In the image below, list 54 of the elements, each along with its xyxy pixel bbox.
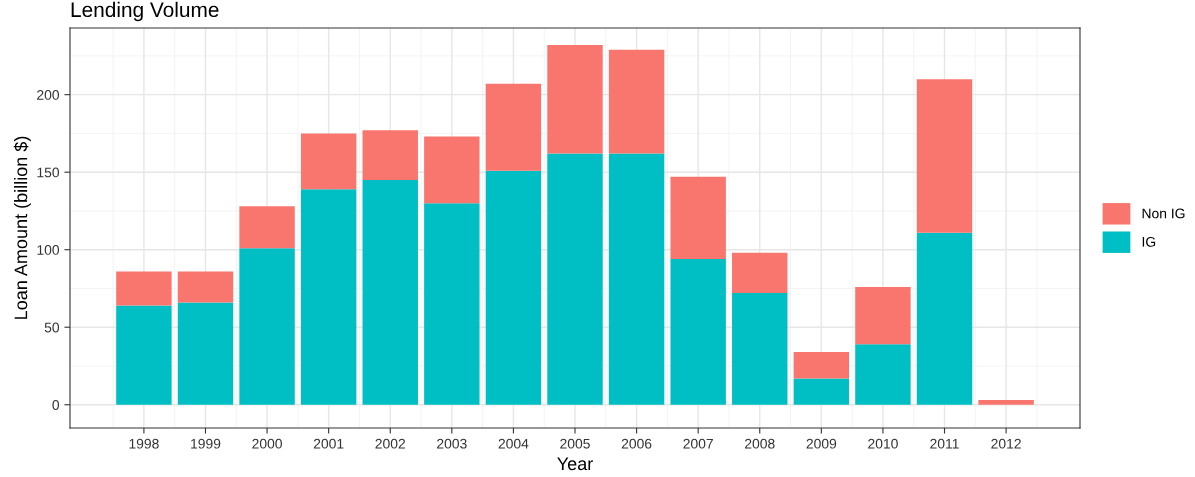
bar — [732, 252, 788, 294]
x-tick-label: 2002 — [375, 438, 405, 449]
x-tick-label: 1998 — [129, 438, 159, 449]
bar — [793, 378, 850, 405]
bar — [916, 232, 973, 405]
bar — [239, 248, 295, 405]
bar — [916, 79, 973, 233]
bar — [116, 305, 172, 405]
bar — [300, 133, 357, 190]
bar — [362, 130, 418, 180]
x-tick-label: 2005 — [560, 438, 590, 449]
bar — [300, 189, 357, 405]
bar — [732, 293, 788, 405]
x-tick-label: 2011 — [930, 438, 959, 449]
y-tick-label: 50 — [44, 322, 60, 333]
bar — [608, 153, 665, 405]
legend-label: IG — [1142, 236, 1156, 247]
x-tick-label: 2004 — [498, 438, 529, 449]
x-tick-label: 2000 — [252, 438, 282, 449]
bar — [116, 271, 172, 306]
bar — [485, 83, 542, 171]
chart-title: Lending Volume — [71, 1, 219, 22]
x-tick-label: 2001 — [313, 438, 344, 449]
y-tick-label: 0 — [52, 400, 60, 410]
bar — [855, 344, 911, 405]
legend-label: Non IG — [1142, 208, 1185, 219]
bar — [485, 170, 542, 405]
x-tick-label: 2003 — [437, 438, 467, 449]
bar — [670, 259, 726, 405]
x-tick-label: 2009 — [806, 438, 837, 449]
bar — [547, 45, 603, 154]
bar — [362, 179, 418, 405]
bar — [547, 153, 603, 405]
bar — [424, 203, 480, 405]
bar — [177, 271, 234, 303]
bar — [793, 352, 850, 379]
y-tick-label: 100 — [37, 245, 60, 255]
bar — [424, 136, 480, 204]
x-axis-title: Year — [557, 457, 593, 471]
y-axis-title: Loan Amount (billion $) — [13, 136, 31, 319]
bar — [855, 286, 911, 345]
bar — [239, 206, 295, 249]
y-tick-label: 150 — [37, 167, 60, 178]
x-tick-label: 2010 — [868, 438, 898, 449]
bar — [608, 49, 665, 154]
x-tick-label: 2006 — [621, 438, 652, 449]
x-tick-label: 1999 — [191, 438, 221, 449]
x-tick-label: 2007 — [683, 438, 713, 449]
x-tick-label: 2008 — [745, 438, 775, 449]
bar — [177, 302, 234, 405]
bar — [670, 176, 726, 260]
y-tick-label: 200 — [37, 90, 60, 100]
x-tick-label: 2012 — [991, 438, 1021, 449]
bar — [978, 400, 1034, 405]
